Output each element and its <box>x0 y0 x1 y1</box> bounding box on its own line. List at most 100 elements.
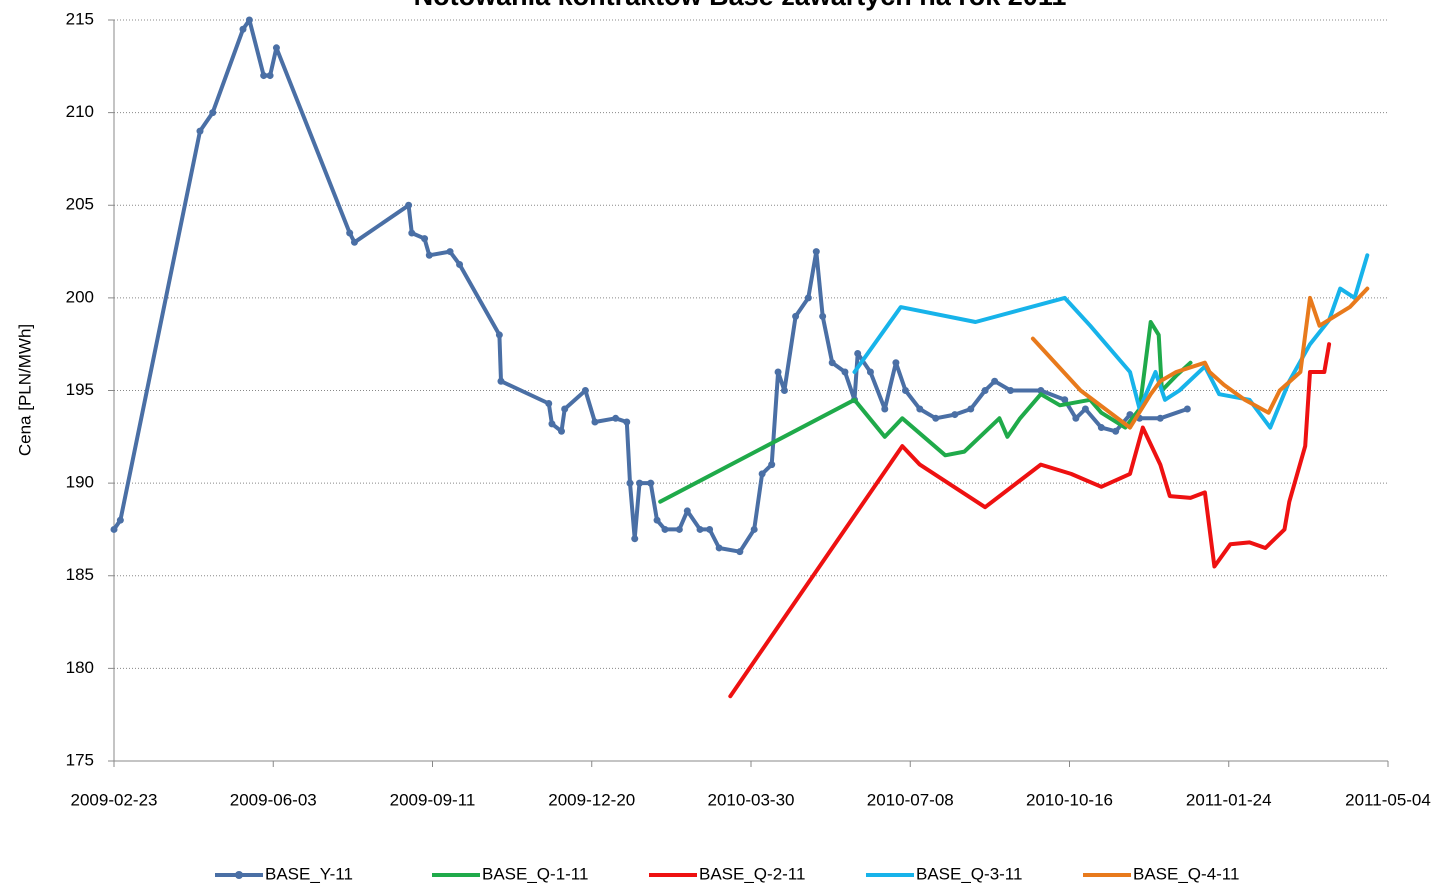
data-point <box>245 16 253 24</box>
chart-title: Notowania kontraktów Base zawartych na r… <box>414 0 1067 11</box>
data-point <box>346 229 354 237</box>
x-tick-label: 2010-10-16 <box>1026 790 1113 809</box>
data-point <box>647 479 655 487</box>
data-point <box>981 387 989 394</box>
data-point <box>636 479 644 487</box>
series-line <box>658 320 1193 504</box>
data-point <box>545 399 553 407</box>
data-point <box>591 418 599 426</box>
data-point <box>804 294 812 302</box>
data-point <box>854 349 862 357</box>
data-point <box>631 535 639 543</box>
y-tick-label: 200 <box>66 287 94 306</box>
data-point <box>1081 405 1089 413</box>
data-point <box>1007 387 1015 394</box>
data-point <box>405 201 413 209</box>
data-point <box>706 525 714 533</box>
data-point <box>675 525 683 533</box>
data-point <box>916 405 924 413</box>
x-tick-label: 2010-03-30 <box>708 790 795 809</box>
data-point <box>819 312 827 320</box>
data-point <box>495 331 503 339</box>
data-point <box>421 235 429 243</box>
data-point <box>116 516 124 524</box>
data-point <box>967 405 975 413</box>
data-point <box>828 359 836 367</box>
data-point <box>1183 405 1191 413</box>
data-point <box>110 525 118 533</box>
data-point <box>892 359 900 367</box>
x-tick-label: 2009-09-11 <box>390 790 476 809</box>
data-point <box>951 411 959 419</box>
data-point <box>446 248 454 256</box>
data-point <box>661 525 669 533</box>
y-tick-label: 195 <box>66 380 94 399</box>
data-point <box>581 387 589 394</box>
data-point <box>932 414 940 422</box>
data-point <box>881 405 889 413</box>
series-line <box>728 342 1332 699</box>
data-point <box>715 544 723 552</box>
data-point <box>991 377 999 385</box>
data-point <box>350 238 358 246</box>
data-point <box>612 414 620 422</box>
y-tick-label: 205 <box>66 195 94 214</box>
data-point <box>780 387 788 394</box>
data-point <box>623 418 631 426</box>
x-tick-label: 2009-02-23 <box>71 790 158 809</box>
series-line <box>1030 286 1370 430</box>
data-point <box>1072 414 1080 422</box>
y-tick-label: 215 <box>66 9 94 28</box>
data-point <box>408 229 416 237</box>
data-point <box>768 461 776 469</box>
data-point <box>425 251 433 259</box>
data-point <box>548 420 556 428</box>
data-point <box>866 368 874 376</box>
legend-marker <box>235 871 243 879</box>
y-tick-label: 185 <box>66 565 94 584</box>
data-point <box>1156 414 1164 422</box>
data-point <box>812 248 820 256</box>
data-point <box>736 548 744 556</box>
series-line <box>852 253 1370 430</box>
x-tick-label: 2009-12-20 <box>548 790 635 809</box>
data-point <box>653 516 661 524</box>
data-point <box>497 377 505 385</box>
legend-label: BASE_Q-3-11 <box>916 864 1022 883</box>
data-point <box>750 525 758 533</box>
y-tick-label: 180 <box>66 658 94 677</box>
data-point <box>683 507 691 515</box>
data-point <box>696 525 704 533</box>
data-point <box>557 427 565 435</box>
y-tick-label: 175 <box>66 750 94 769</box>
y-tick-label: 190 <box>66 473 94 492</box>
data-point <box>561 405 569 413</box>
legend-label: BASE_Q-2-11 <box>699 864 805 883</box>
data-point <box>626 479 634 487</box>
data-point <box>774 368 782 376</box>
data-point <box>266 72 274 80</box>
data-point <box>209 109 217 117</box>
data-point <box>758 470 766 478</box>
x-tick-label: 2010-07-08 <box>867 790 954 809</box>
data-point <box>196 127 204 135</box>
data-point <box>792 312 800 320</box>
x-tick-label: 2011-01-24 <box>1186 790 1272 809</box>
data-point <box>260 72 268 80</box>
data-point <box>239 25 247 33</box>
data-point <box>901 387 909 394</box>
data-point <box>272 44 280 52</box>
legend-label: BASE_Q-4-11 <box>1133 864 1239 883</box>
x-tick-label: 2009-06-03 <box>230 790 317 809</box>
legend-label: BASE_Q-1-11 <box>482 864 588 883</box>
data-point <box>456 261 464 269</box>
x-tick-label: 2011-05-04 <box>1345 790 1431 809</box>
data-point <box>1037 387 1045 394</box>
data-point <box>1112 427 1120 435</box>
data-point <box>1061 396 1069 404</box>
y-tick-label: 210 <box>66 102 94 121</box>
data-point <box>841 368 849 376</box>
data-point <box>1097 424 1105 432</box>
